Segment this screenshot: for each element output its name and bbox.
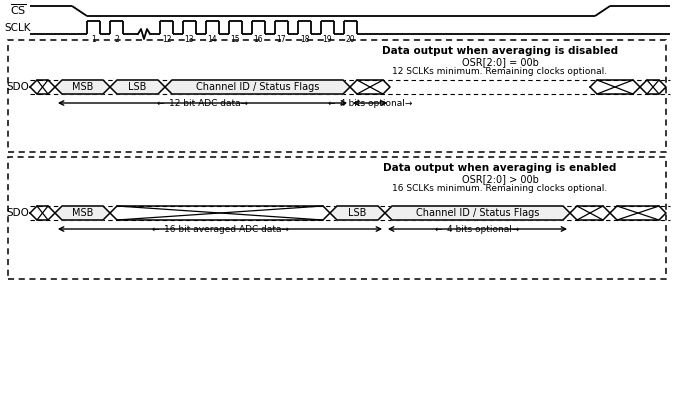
Text: 15: 15 xyxy=(231,35,241,44)
Polygon shape xyxy=(385,206,570,220)
Text: OSR[2:0] > 00b: OSR[2:0] > 00b xyxy=(462,174,539,184)
Text: 17: 17 xyxy=(277,35,286,44)
Polygon shape xyxy=(110,80,165,94)
Text: Channel ID / Status Flags: Channel ID / Status Flags xyxy=(416,208,539,218)
Text: OSR[2:0] = 00b: OSR[2:0] = 00b xyxy=(462,57,539,67)
Polygon shape xyxy=(55,206,110,220)
Text: MSB: MSB xyxy=(72,208,93,218)
Bar xyxy=(8,157,666,279)
Text: 16: 16 xyxy=(253,35,264,44)
Polygon shape xyxy=(165,80,350,94)
Text: 1: 1 xyxy=(91,35,96,44)
Text: 13: 13 xyxy=(185,35,194,44)
Text: ← 12 bit ADC data→: ← 12 bit ADC data→ xyxy=(157,99,248,108)
Text: ← 16 bit averaged ADC data→: ← 16 bit averaged ADC data→ xyxy=(152,225,288,234)
Bar xyxy=(8,40,666,152)
Text: 14: 14 xyxy=(208,35,217,44)
Text: SDO: SDO xyxy=(7,208,30,218)
Text: 12 SCLKs minimum. Remaining clocks optional.: 12 SCLKs minimum. Remaining clocks optio… xyxy=(392,67,607,76)
Text: LSB: LSB xyxy=(128,82,147,92)
Text: ← 4 bits optional→: ← 4 bits optional→ xyxy=(328,99,412,108)
Text: Data output when averaging is enabled: Data output when averaging is enabled xyxy=(384,163,617,173)
Text: MSB: MSB xyxy=(72,82,93,92)
Text: 18: 18 xyxy=(300,35,309,44)
Text: 12: 12 xyxy=(162,35,171,44)
Text: Data output when averaging is disabled: Data output when averaging is disabled xyxy=(382,46,618,56)
Text: 2: 2 xyxy=(114,35,119,44)
Text: SCLK: SCLK xyxy=(5,23,31,33)
Text: LSB: LSB xyxy=(348,208,367,218)
Polygon shape xyxy=(55,80,110,94)
Text: ← 4 bits optional→: ← 4 bits optional→ xyxy=(435,225,520,234)
Text: Channel ID / Status Flags: Channel ID / Status Flags xyxy=(196,82,319,92)
Polygon shape xyxy=(330,206,385,220)
Text: 20: 20 xyxy=(346,35,355,44)
Text: 19: 19 xyxy=(323,35,332,44)
Text: SDO: SDO xyxy=(7,82,30,92)
Text: 16 SCLKs minimum. Remaining clocks optional.: 16 SCLKs minimum. Remaining clocks optio… xyxy=(392,184,608,193)
Text: $\overline{\mathsf{CS}}$: $\overline{\mathsf{CS}}$ xyxy=(9,3,26,17)
